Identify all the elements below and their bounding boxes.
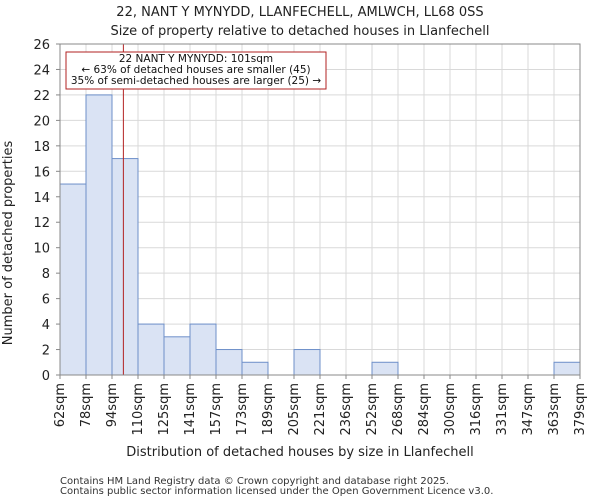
y-tick-label: 14 [33, 191, 50, 206]
footer-line-2: Contains public sector information licen… [60, 486, 493, 497]
x-tick-label: 331sqm [495, 383, 510, 436]
bar [163, 336, 191, 376]
annotation-border [65, 51, 327, 90]
bar [215, 349, 243, 376]
y-tick-label: 0 [42, 369, 50, 384]
y-axis-label: Number of detached properties [1, 141, 16, 346]
bar [371, 361, 399, 376]
bar [293, 349, 321, 376]
annotation-line-2: ← 63% of detached houses are smaller (45… [81, 64, 310, 76]
x-tick-label: 141sqm [183, 383, 198, 436]
x-tick-label: 236sqm [339, 383, 354, 436]
x-tick-label: 78sqm [79, 383, 94, 427]
y-tick-label: 10 [33, 242, 50, 257]
x-tick-label: 189sqm [261, 383, 276, 436]
y-tick-label: 26 [33, 38, 50, 53]
y-tick-label: 20 [33, 114, 50, 129]
chart-title-line-2: Size of property relative to detached ho… [110, 24, 489, 39]
bar [59, 183, 87, 376]
x-tick-label: 157sqm [209, 383, 224, 436]
y-tick-label: 18 [33, 140, 50, 155]
chart-title-line-1: 22, NANT Y MYNYDD, LLANFECHELL, AMLWCH, … [116, 5, 483, 20]
x-tick-label: 300sqm [443, 383, 458, 436]
bar [189, 323, 217, 376]
y-tick-label: 22 [33, 89, 50, 104]
y-tick-label: 24 [33, 63, 50, 78]
bars [59, 94, 581, 376]
x-tick-label: 379sqm [573, 383, 588, 436]
x-tick-label: 284sqm [417, 383, 432, 436]
annotation-box: 22 NANT Y MYNYDD: 101sqm ← 63% of detach… [65, 51, 327, 90]
x-tick-label: 221sqm [313, 383, 328, 436]
x-tick-label: 347sqm [521, 383, 536, 436]
y-tick-label: 12 [33, 216, 50, 231]
x-tick-label: 268sqm [391, 383, 406, 436]
bar [241, 361, 269, 376]
x-tick-label: 125sqm [157, 383, 172, 436]
x-tick-label: 94sqm [105, 383, 120, 427]
bar [137, 323, 165, 376]
annotation-line-1: 22 NANT Y MYNYDD: 101sqm [119, 53, 273, 65]
bar [111, 158, 139, 376]
y-tick-label: 16 [33, 165, 50, 180]
x-tick-label: 205sqm [287, 383, 302, 436]
y-tick-label: 8 [42, 267, 50, 282]
y-tick-label: 6 [42, 293, 50, 308]
x-tick-label: 316sqm [469, 383, 484, 436]
x-axis-ticks: 62sqm 78sqm 94sqm 110sqm 125sqm 141sqm 157sqm 1… [53, 375, 588, 436]
footer-line-1: Contains HM Land Registry data © Crown c… [60, 476, 449, 487]
x-tick-label: 252sqm [365, 383, 380, 436]
y-tick-label: 2 [42, 344, 50, 359]
x-tick-label: 363sqm [547, 383, 562, 436]
y-tick-label: 4 [42, 318, 50, 333]
x-tick-label: 173sqm [235, 383, 250, 436]
x-tick-label: 110sqm [131, 383, 146, 436]
bar [553, 361, 581, 376]
annotation-line-3: 35% of semi-detached houses are larger (… [71, 75, 322, 87]
x-tick-label: 62sqm [53, 383, 68, 427]
bar [85, 94, 113, 376]
x-axis-label: Distribution of detached houses by size … [126, 445, 473, 460]
